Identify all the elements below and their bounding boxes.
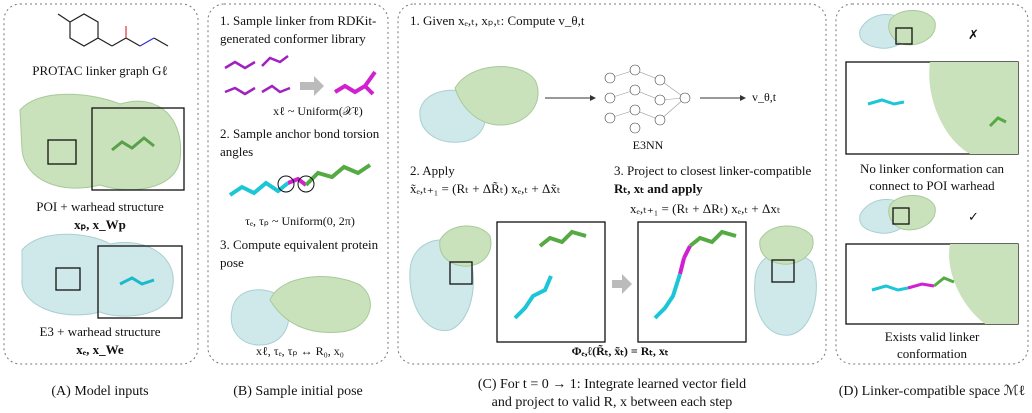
step-text: pose: [220, 255, 244, 270]
verdict-label: conformation: [897, 346, 968, 361]
e3-warhead: [515, 276, 551, 318]
conformer-library: [225, 56, 290, 94]
step-text: 2. Sample anchor bond torsion: [220, 126, 380, 141]
equation: xₑ,ₜ₊₁ = (Rₜ + ΔRₜ) xₑ,ₜ + Δxₜ: [630, 201, 781, 216]
e3-label: E3 + warhead structure: [39, 324, 160, 339]
step-text: Rₜ, xₜ and apply: [614, 181, 703, 196]
poi-surface: [929, 62, 1018, 154]
caption: (C) For t = 0 → 1: Integrate learned vec…: [478, 377, 746, 392]
bad-mark: ✗: [968, 27, 979, 42]
step-text: 2. Apply: [410, 163, 455, 178]
figure: PROTAC linker graph Gℓ POI + warhead str…: [0, 0, 1032, 413]
step-text: 3. Project to closest linker-compatible: [614, 163, 811, 178]
e3-structure: [755, 252, 817, 335]
equation: x̃ₑ,ₜ₊₁ = (Rₜ + ΔR̃ₜ) xₑ,ₜ + Δx̃ₜ: [410, 181, 561, 196]
linker: [288, 179, 306, 185]
step-text: 1. Sample linker from RDKit-: [220, 13, 376, 28]
step-text: angles: [220, 144, 253, 159]
linker: [908, 284, 934, 288]
arrowhead: [740, 95, 746, 101]
linker: [680, 246, 690, 274]
e3-vars: xₑ, x_We: [76, 342, 124, 357]
e3-warhead: [655, 274, 680, 318]
e3-warhead: [872, 286, 908, 290]
caption: (B) Sample initial pose: [233, 384, 362, 399]
verdict-label: No linker conformation can: [860, 161, 1005, 176]
poi-surface: [949, 244, 1018, 324]
good-mark: ✓: [968, 209, 979, 224]
equation: Φₑ,ℓ(R̃ₜ, x̃ₜ) = Rₜ, xₜ: [572, 344, 669, 358]
equation: τₑ, τₚ ~ Uniform(0, 2π): [245, 214, 355, 228]
poi-warhead: [540, 232, 586, 246]
sampled-linker: [335, 72, 375, 94]
output-label: v_θ,t: [752, 90, 777, 104]
verdict-label: Exists valid linker: [885, 329, 980, 344]
network-label: E3NN: [633, 138, 664, 152]
step-text: 3. Compute equivalent protein: [220, 237, 379, 252]
linker-graph: [58, 14, 168, 46]
arrow: [300, 76, 324, 96]
zoom-inset: [638, 222, 746, 342]
e3-warhead: [868, 100, 904, 104]
poi-warhead: [306, 165, 370, 185]
arrow: [612, 274, 632, 294]
poi-structure: [440, 226, 491, 266]
poi-warhead: [934, 278, 954, 286]
arrowhead: [590, 95, 596, 101]
step-text: generated conformer library: [220, 31, 366, 46]
equation: xℓ, τₑ, τₚ ↔ R₀, x₀: [256, 344, 344, 358]
network-icon: [605, 65, 690, 133]
poi-warhead: [690, 232, 736, 246]
poi-label: POI + warhead structure: [36, 199, 164, 214]
poi-structure: [889, 195, 936, 229]
caption: (D) Linker-compatible space ℳℓ: [839, 384, 1026, 399]
poi-vars: xₚ, x_Wp: [74, 217, 126, 232]
caption: and project to valid R, x between each s…: [492, 395, 733, 410]
caption: (A) Model inputs: [51, 384, 148, 399]
linker-label: PROTAC linker graph Gℓ: [32, 63, 168, 78]
verdict-label: connect to POI warhead: [869, 178, 995, 193]
equation: xℓ ~ Uniform(𝒳ℓ): [273, 104, 363, 118]
step-text: 1. Given xₑ,ₜ, xₚ,ₜ: Compute v_θ,t: [410, 13, 585, 28]
